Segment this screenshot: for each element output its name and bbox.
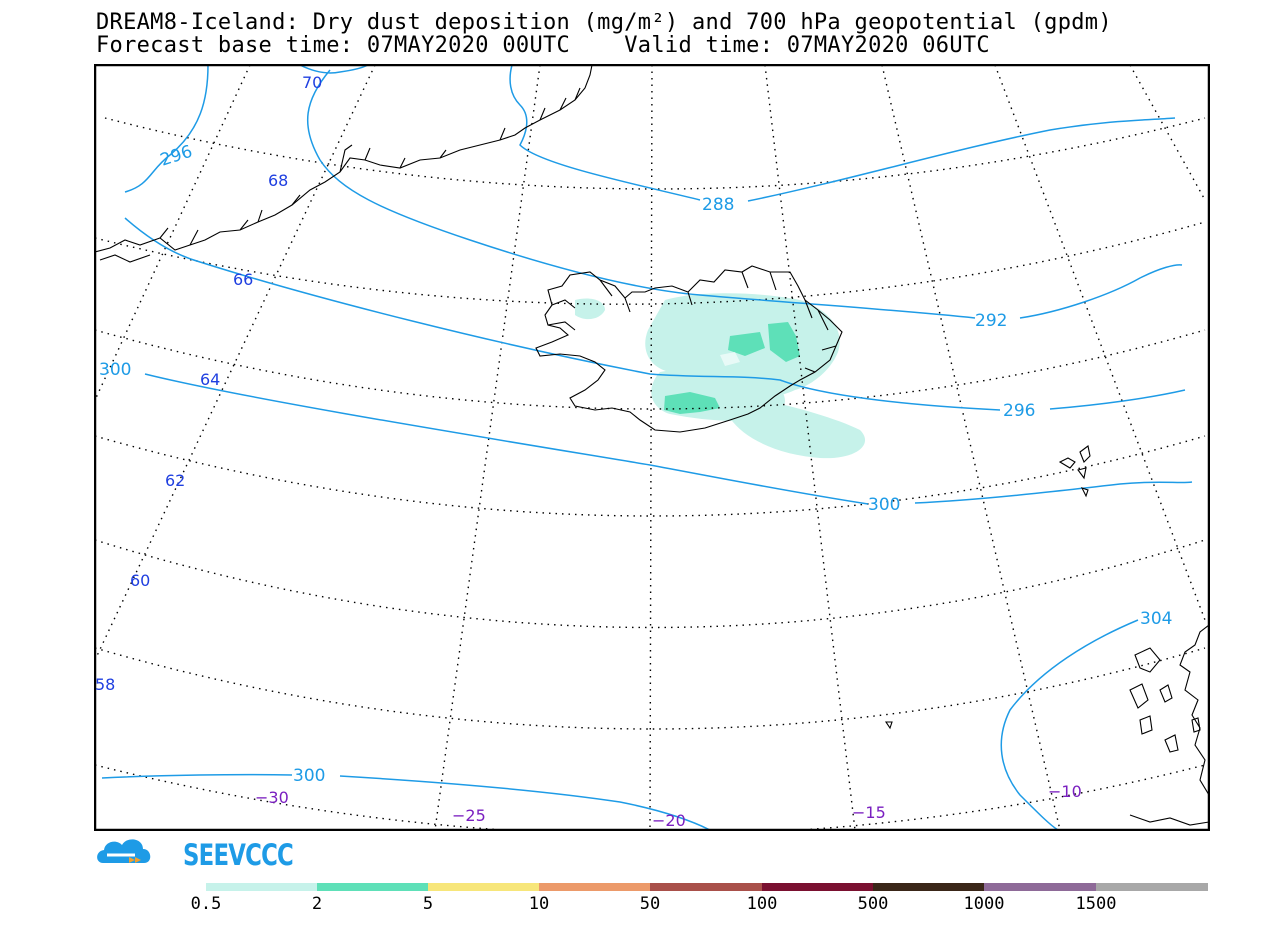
map-title: DREAM8-Iceland: Dry dust deposition (mg/… <box>96 10 1112 35</box>
legend-swatch <box>317 883 428 891</box>
faroe-islands <box>1058 445 1091 498</box>
longitude-label-minus10: −10 <box>1048 782 1082 801</box>
legend-swatch <box>428 883 539 891</box>
legend-label: 2 <box>312 894 322 914</box>
legend-label: 0.5 <box>191 894 222 914</box>
geopotential-contours <box>101 65 1193 830</box>
longitude-label-minus25: −25 <box>452 806 486 825</box>
shetland-islands <box>884 717 1201 733</box>
greenland-detail <box>99 87 581 263</box>
latitude-label-68: 68 <box>268 171 288 190</box>
map-background <box>95 65 1209 830</box>
map-subtitle-times: Forecast base time: 07MAY2020 00UTC Vali… <box>96 33 990 58</box>
legend-swatch <box>762 883 873 891</box>
contour-label-292: 292 <box>975 311 1007 331</box>
map-frame <box>94 64 1210 831</box>
legend-label: 1000 <box>964 894 1005 914</box>
contour-label-300-south: 300 <box>293 766 325 786</box>
coastlines <box>95 65 1209 826</box>
longitude-label-minus20: −20 <box>652 811 686 830</box>
contour-label-300-east: 300 <box>868 495 900 515</box>
legend-swatch <box>539 883 650 891</box>
legend-label: 5 <box>423 894 433 914</box>
legend-swatch <box>650 883 762 891</box>
legend-swatch <box>984 883 1096 891</box>
longitude-label-minus15: −15 <box>852 803 886 822</box>
color-legend: 0.5 2 5 10 50 100 500 1000 1500 <box>191 883 1208 914</box>
iceland-coast <box>535 265 843 433</box>
latitude-label-70: 70 <box>302 73 322 92</box>
logo-text: SEEVCCC <box>183 838 293 872</box>
greenland-coast <box>95 65 593 253</box>
norway-coast <box>1179 624 1209 796</box>
legend-label: 1500 <box>1076 894 1117 914</box>
latitude-label-62: 62 <box>165 471 185 490</box>
contour-label-300-west: 300 <box>99 360 131 380</box>
forecast-map: 70 68 66 64 62 60 58 −30 −25 −20 −15 −10… <box>94 64 1210 831</box>
cloud-logo-icon <box>97 839 151 863</box>
contour-label-304: 304 <box>1140 609 1172 629</box>
longitude-label-minus30: −30 <box>255 788 289 807</box>
legend-label: 500 <box>858 894 889 914</box>
legend-swatch <box>873 883 984 891</box>
iceland-fjords <box>547 271 837 373</box>
seevccc-logo: SEEVCCC <box>97 838 294 872</box>
latitude-label-64: 64 <box>200 370 220 389</box>
legend-label: 10 <box>529 894 549 914</box>
contour-label-296-east: 296 <box>1003 401 1035 421</box>
legend-color-bar <box>206 883 1208 891</box>
latitude-label-66: 66 <box>233 270 253 289</box>
norway-islands <box>1129 647 1209 826</box>
latitude-label-60: 60 <box>130 571 150 590</box>
latitude-label-58: 58 <box>95 675 115 694</box>
legend-label: 100 <box>747 894 778 914</box>
graticule <box>95 65 1206 830</box>
contour-label-288: 288 <box>702 195 734 215</box>
legend-swatch <box>206 883 317 891</box>
legend-swatch <box>1096 883 1208 891</box>
legend-label: 50 <box>640 894 660 914</box>
